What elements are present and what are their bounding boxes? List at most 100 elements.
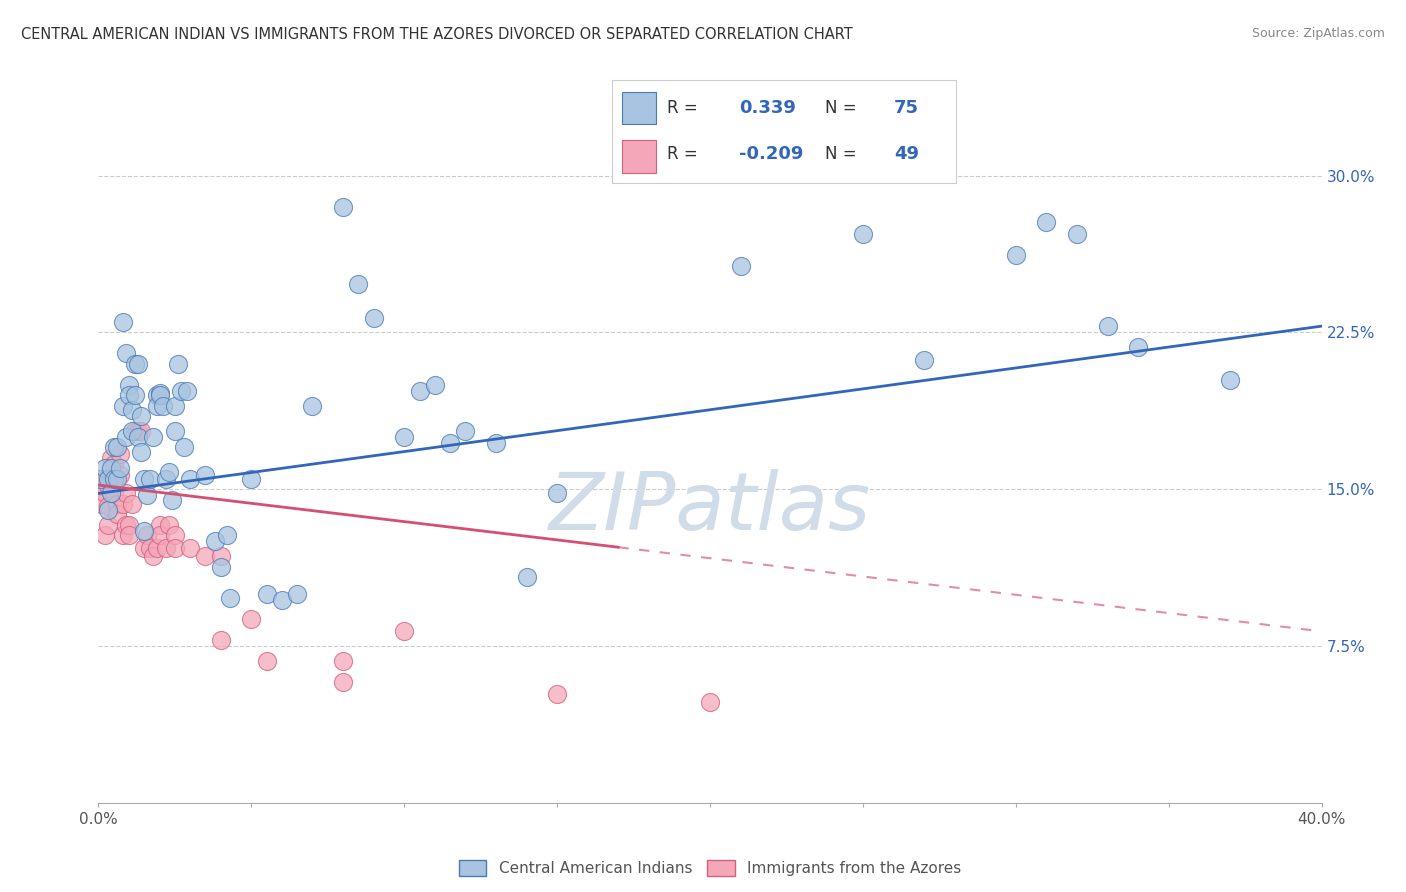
Point xyxy=(100,461,122,475)
Text: N =: N = xyxy=(825,145,862,163)
Point xyxy=(97,478,120,492)
Point xyxy=(209,632,232,647)
Point xyxy=(90,472,112,486)
Point xyxy=(108,467,131,482)
Point xyxy=(194,467,217,482)
Point xyxy=(115,430,138,444)
Point xyxy=(516,570,538,584)
Point xyxy=(157,517,180,532)
Point xyxy=(240,472,263,486)
Bar xyxy=(621,92,657,124)
Text: R =: R = xyxy=(666,145,703,163)
Point xyxy=(129,444,152,458)
Point xyxy=(170,384,193,398)
Point xyxy=(100,450,122,465)
Point xyxy=(97,472,120,486)
Point xyxy=(100,467,122,482)
Point xyxy=(392,430,416,444)
Point xyxy=(129,409,152,423)
Point xyxy=(97,503,120,517)
Point xyxy=(129,424,152,438)
Point xyxy=(285,587,308,601)
Point xyxy=(97,517,120,532)
Point xyxy=(108,447,131,461)
Point xyxy=(108,461,131,475)
Point xyxy=(121,402,143,417)
Point xyxy=(134,541,156,555)
Point xyxy=(93,528,115,542)
Point xyxy=(179,541,201,555)
Text: N =: N = xyxy=(825,99,862,117)
Point xyxy=(160,492,183,507)
Point xyxy=(1128,340,1150,354)
Point xyxy=(454,424,477,438)
Point xyxy=(1097,319,1119,334)
Point xyxy=(256,587,278,601)
Point xyxy=(699,696,721,710)
Text: R =: R = xyxy=(666,99,703,117)
Point xyxy=(347,277,370,292)
Point xyxy=(167,357,190,371)
Point xyxy=(111,528,134,542)
Text: -0.209: -0.209 xyxy=(740,145,803,163)
Point xyxy=(103,457,125,471)
Point xyxy=(209,549,232,563)
Point xyxy=(127,357,149,371)
Point xyxy=(219,591,242,605)
Point xyxy=(142,430,165,444)
Point xyxy=(145,388,167,402)
Point xyxy=(105,497,128,511)
Point xyxy=(1035,214,1057,228)
Point xyxy=(93,461,115,475)
Point xyxy=(546,486,568,500)
Point xyxy=(115,517,138,532)
Point xyxy=(142,549,165,563)
Point xyxy=(730,259,752,273)
Point xyxy=(115,346,138,360)
Point xyxy=(111,497,134,511)
Point xyxy=(97,499,120,513)
Point xyxy=(118,377,141,392)
Point xyxy=(439,436,461,450)
Point xyxy=(149,388,172,402)
Point xyxy=(149,517,172,532)
Point xyxy=(852,227,875,242)
Point xyxy=(392,624,416,639)
Point xyxy=(115,486,138,500)
Point xyxy=(1004,248,1026,262)
Point xyxy=(155,541,177,555)
Point xyxy=(111,399,134,413)
Point xyxy=(100,486,122,500)
Point xyxy=(118,517,141,532)
Point xyxy=(90,497,112,511)
Point xyxy=(204,534,226,549)
Text: CENTRAL AMERICAN INDIAN VS IMMIGRANTS FROM THE AZORES DIVORCED OR SEPARATED CORR: CENTRAL AMERICAN INDIAN VS IMMIGRANTS FR… xyxy=(21,27,853,42)
Point xyxy=(145,399,167,413)
Point xyxy=(163,424,186,438)
Point xyxy=(1066,227,1088,242)
Point xyxy=(127,424,149,438)
Point xyxy=(145,541,167,555)
Point xyxy=(332,200,354,214)
Point xyxy=(163,528,186,542)
Point xyxy=(194,549,217,563)
Point xyxy=(134,524,156,538)
Point xyxy=(139,472,162,486)
Point xyxy=(111,315,134,329)
Point xyxy=(363,310,385,325)
Point xyxy=(912,352,935,367)
Point xyxy=(301,399,323,413)
Point xyxy=(90,478,112,492)
Point xyxy=(240,612,263,626)
Point xyxy=(127,430,149,444)
Point xyxy=(270,593,292,607)
Point xyxy=(124,388,146,402)
Point xyxy=(149,386,172,401)
Point xyxy=(93,472,115,486)
Point xyxy=(215,528,238,542)
Point xyxy=(124,357,146,371)
Point xyxy=(546,687,568,701)
Point xyxy=(152,399,174,413)
Point xyxy=(139,541,162,555)
Point xyxy=(118,388,141,402)
